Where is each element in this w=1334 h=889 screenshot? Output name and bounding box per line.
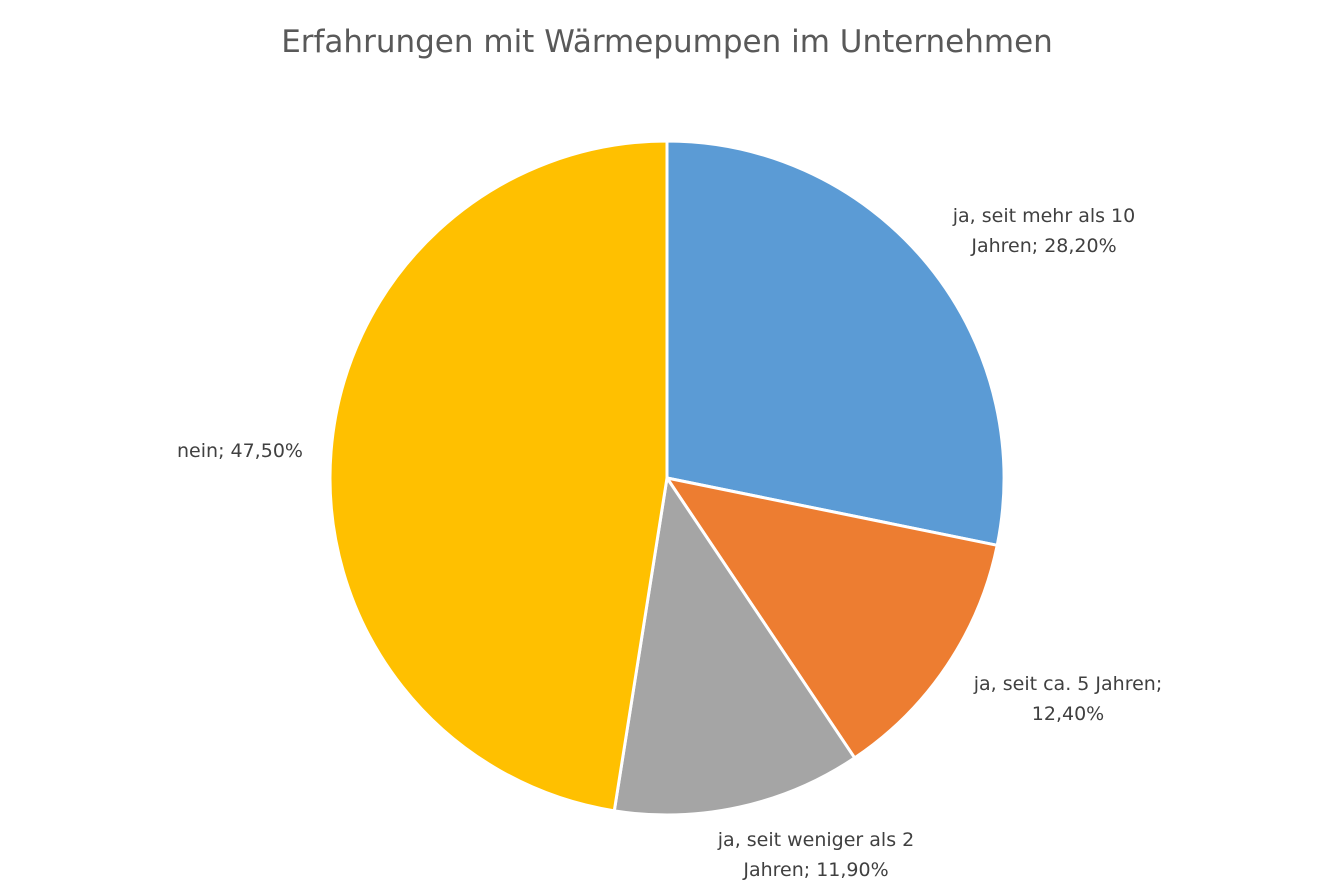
pie-slice-3 xyxy=(612,476,857,817)
data-label-line: nein; 47,50% xyxy=(177,440,303,462)
data-label-2: ja, seit ca. 5 Jahren; 12,40% xyxy=(973,673,1162,725)
data-label-4: nein; 47,50% xyxy=(177,440,303,462)
data-label-line: ja, seit ca. 5 Jahren; xyxy=(973,673,1162,695)
chart-title: Erfahrungen mit Wärmepumpen im Unternehm… xyxy=(281,24,1053,60)
data-label-1: ja, seit mehr als 10 Jahren; 28,20% xyxy=(952,205,1136,257)
data-label-line: 12,40% xyxy=(1032,703,1104,725)
data-label-line: ja, seit mehr als 10 xyxy=(952,205,1136,227)
pie-slice-1 xyxy=(665,139,1006,547)
pie-slices xyxy=(328,139,1006,817)
pie-slice-2 xyxy=(665,476,999,760)
data-label-line: ja, seit weniger als 2 xyxy=(717,829,914,851)
data-labels: ja, seit mehr als 10 Jahren; 28,20%ja, se… xyxy=(177,205,1162,881)
data-label-line: Jahren; 11,90% xyxy=(742,859,888,881)
data-label-3: ja, seit weniger als 2 Jahren; 11,90% xyxy=(717,829,914,881)
pie-slice-4 xyxy=(328,139,669,813)
data-label-line: Jahren; 28,20% xyxy=(970,235,1116,257)
